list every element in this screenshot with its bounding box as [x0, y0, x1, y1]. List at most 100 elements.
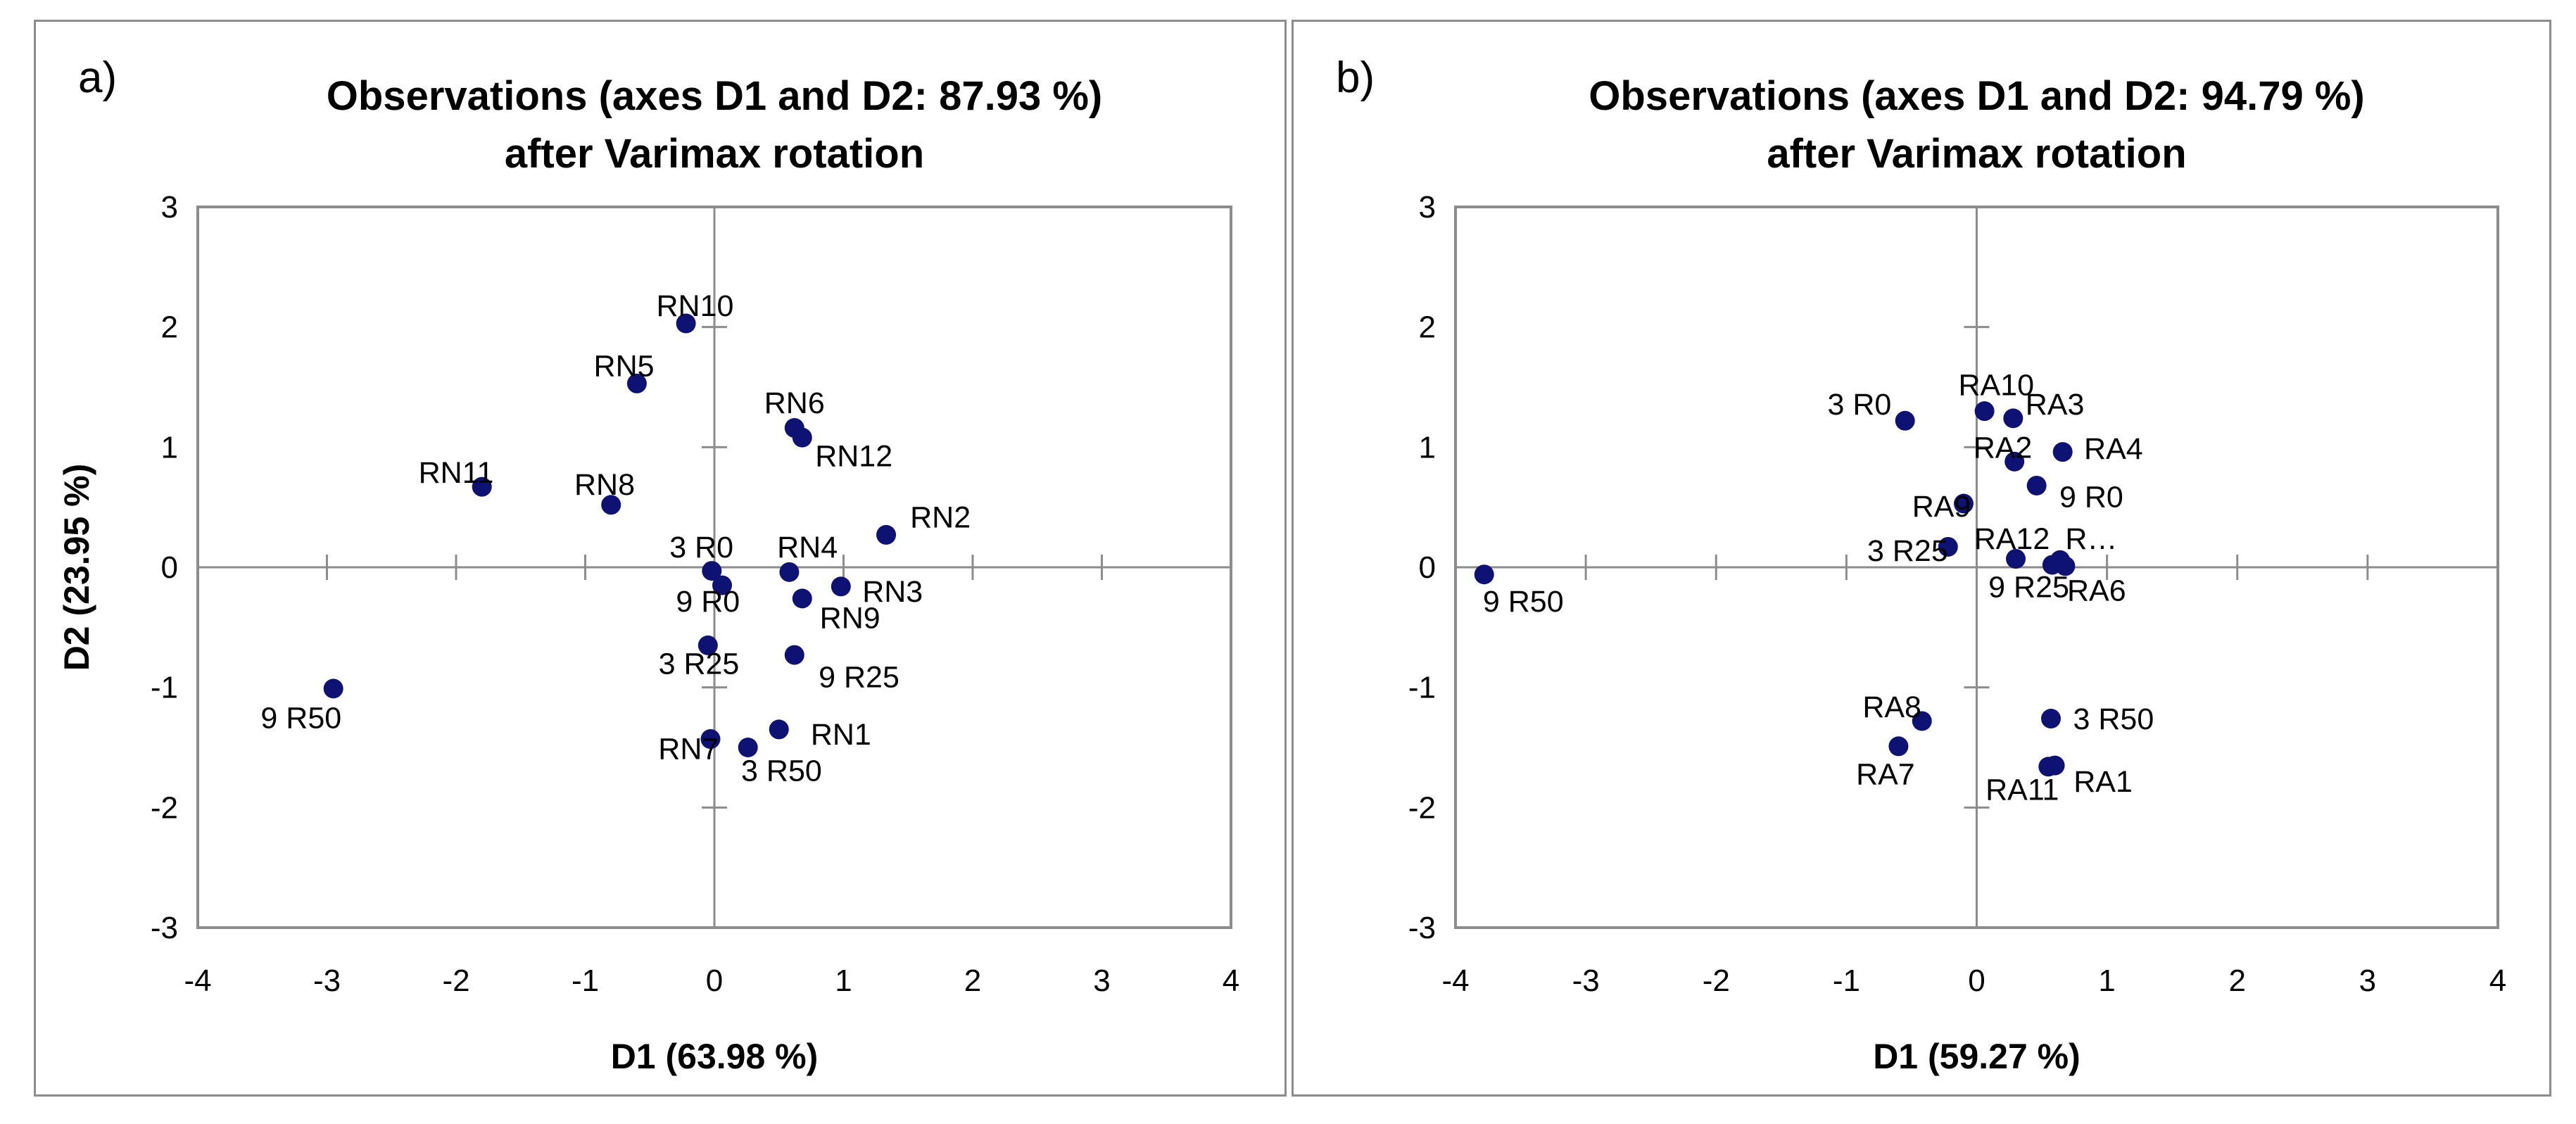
- y-tick-label: 2: [1419, 310, 1436, 345]
- data-point: [712, 575, 733, 595]
- x-tick-label: -4: [1441, 964, 1469, 998]
- data-point: [1912, 711, 1932, 731]
- data-point-label: RA11: [1985, 773, 2059, 807]
- data-point-label: RN8: [574, 468, 635, 502]
- x-tick-label: 4: [1223, 964, 1239, 998]
- chart-title-line-2: after Varimax rotation: [505, 131, 924, 177]
- x-tick-label: -4: [184, 964, 211, 998]
- data-point-label: 3 R25: [1867, 534, 1948, 568]
- data-point: [1888, 736, 1909, 757]
- data-point: [601, 495, 621, 515]
- x-tick-label: -3: [1572, 964, 1600, 998]
- y-tick-label: -1: [151, 671, 178, 705]
- data-point-label: RN5: [594, 349, 655, 383]
- x-tick-label: -2: [442, 964, 469, 998]
- chart-title-line-2: after Varimax rotation: [1767, 131, 2186, 177]
- y-tick-label: -3: [1408, 911, 1436, 945]
- data-point-label: RN4: [777, 531, 838, 564]
- x-tick-label: 2: [2229, 964, 2246, 998]
- data-point-label: RA2: [1974, 431, 2033, 465]
- data-point: [779, 562, 800, 582]
- data-point-label: RN3: [862, 575, 923, 609]
- data-point-label: RN12: [815, 439, 892, 473]
- y-tick-label: -3: [151, 911, 178, 945]
- x-tick-label: 0: [706, 964, 723, 998]
- data-point: [1938, 536, 1958, 557]
- data-point: [2052, 442, 2073, 462]
- data-point: [323, 678, 343, 699]
- y-axis-title: D2 (23.95 %): [57, 464, 96, 671]
- chart-panel-a: a) Observations (axes D1 and D2: 87.93 %)…: [34, 20, 1287, 1097]
- data-point-label: 3 R50: [2073, 702, 2154, 736]
- data-point: [792, 427, 812, 448]
- data-point-label: RN10: [657, 289, 734, 323]
- data-point-label: 9 R25: [1988, 570, 2069, 604]
- data-point-label: R…: [2065, 522, 2117, 556]
- x-tick-label: 3: [2359, 964, 2376, 998]
- y-tick-label: -2: [151, 790, 178, 825]
- data-point: [2041, 709, 2062, 729]
- data-point-label: 3 R0: [1827, 388, 1891, 422]
- data-point: [700, 729, 721, 750]
- data-point: [1895, 410, 1915, 431]
- panel-label: b): [1336, 53, 1375, 102]
- data-point: [1474, 564, 1494, 585]
- data-point-label: 9 R0: [676, 585, 740, 619]
- data-point-label: RN9: [820, 602, 880, 636]
- data-point: [876, 524, 897, 545]
- y-tick-label: 0: [1419, 550, 1436, 585]
- data-point-label: RA12: [1974, 522, 2050, 556]
- data-point: [697, 635, 718, 655]
- x-tick-label: 3: [1093, 964, 1110, 998]
- y-tick-label: 0: [161, 550, 178, 585]
- x-tick-label: -2: [1703, 964, 1730, 998]
- data-point: [2006, 549, 2026, 569]
- x-axis-title: D1 (59.27 %): [1873, 1037, 2081, 1076]
- data-point: [784, 645, 804, 665]
- x-tick-label: 1: [835, 964, 852, 998]
- data-point-label: 9 R0: [2059, 480, 2123, 514]
- data-point: [1953, 493, 1974, 514]
- data-point: [626, 373, 647, 393]
- data-point: [472, 476, 492, 497]
- data-point: [2026, 475, 2047, 495]
- data-point: [769, 719, 789, 740]
- chart-title-line-1: Observations (axes D1 and D2: 87.93 %): [327, 73, 1102, 119]
- data-point-label: 9 R50: [1483, 585, 1564, 619]
- data-point-label: RA9: [1912, 490, 1971, 524]
- data-point-label: 9 R50: [260, 701, 341, 735]
- data-point-label: RN6: [764, 386, 825, 420]
- scatter-plot-b: b) Observations (axes D1 and D2: 94.79 %)…: [1336, 53, 2506, 1076]
- data-point: [2004, 451, 2025, 472]
- data-point-label: RN1: [811, 718, 871, 752]
- y-tick-label: 3: [1419, 190, 1436, 225]
- data-point-label: RA1: [2073, 765, 2133, 799]
- x-tick-label: 2: [964, 964, 981, 998]
- data-point-label: RA4: [2084, 432, 2143, 466]
- y-tick-label: 3: [161, 190, 178, 225]
- x-tick-label: 0: [1968, 964, 1985, 998]
- data-point-label: RA8: [1862, 690, 1921, 724]
- data-point-label: RA10: [1958, 369, 2034, 403]
- data-point-label: RN2: [910, 500, 971, 534]
- x-tick-label: 1: [2098, 964, 2115, 998]
- x-axis-title: D1 (63.98 %): [611, 1037, 819, 1076]
- x-tick-label: 4: [2489, 964, 2506, 998]
- data-point: [2055, 556, 2076, 576]
- chart-panel-b: b) Observations (axes D1 and D2: 94.79 %)…: [1292, 20, 2551, 1097]
- x-tick-label: -1: [572, 964, 599, 998]
- data-point: [792, 588, 812, 609]
- y-tick-label: 1: [161, 430, 178, 465]
- y-tick-label: -1: [1408, 671, 1436, 705]
- data-point: [702, 561, 722, 581]
- scatter-plot-a: a) Observations (axes D1 and D2: 87.93 %)…: [57, 53, 1239, 1076]
- data-point-label: 3 R25: [659, 648, 740, 681]
- data-point: [831, 576, 851, 597]
- data-point-label: 3 R50: [741, 754, 822, 788]
- y-tick-label: 2: [161, 310, 178, 345]
- data-point-label: RN7: [658, 733, 719, 766]
- data-point: [2003, 408, 2023, 429]
- panel-label: a): [78, 53, 117, 102]
- data-point-label: RA3: [2026, 388, 2085, 422]
- x-tick-label: -3: [313, 964, 341, 998]
